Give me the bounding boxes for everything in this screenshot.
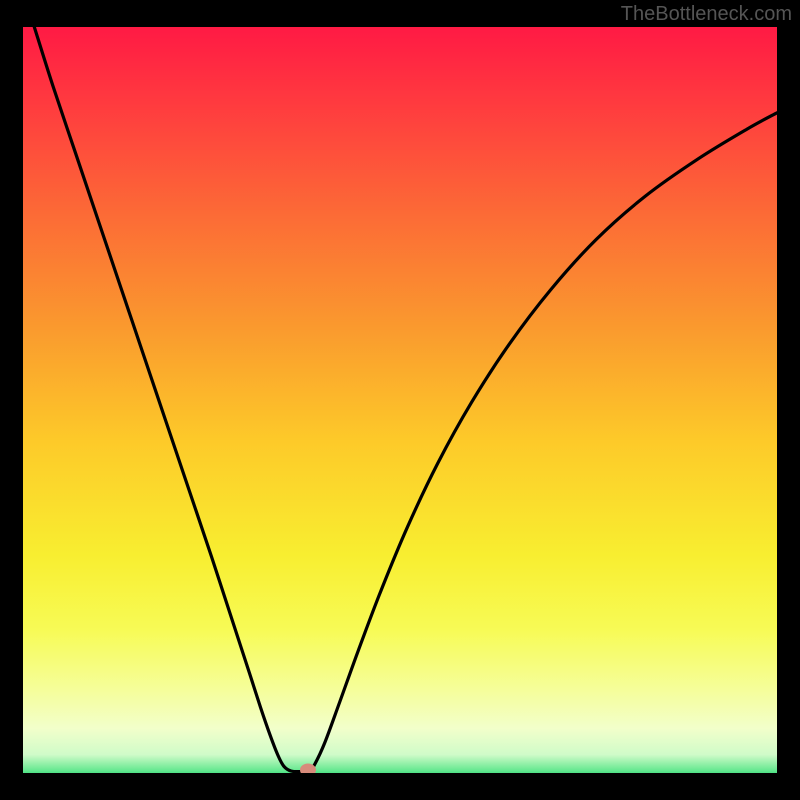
- optimum-marker: [300, 764, 316, 773]
- plot-area: [23, 27, 777, 773]
- bottleneck-curve: [23, 27, 777, 773]
- watermark-text: TheBottleneck.com: [621, 3, 792, 26]
